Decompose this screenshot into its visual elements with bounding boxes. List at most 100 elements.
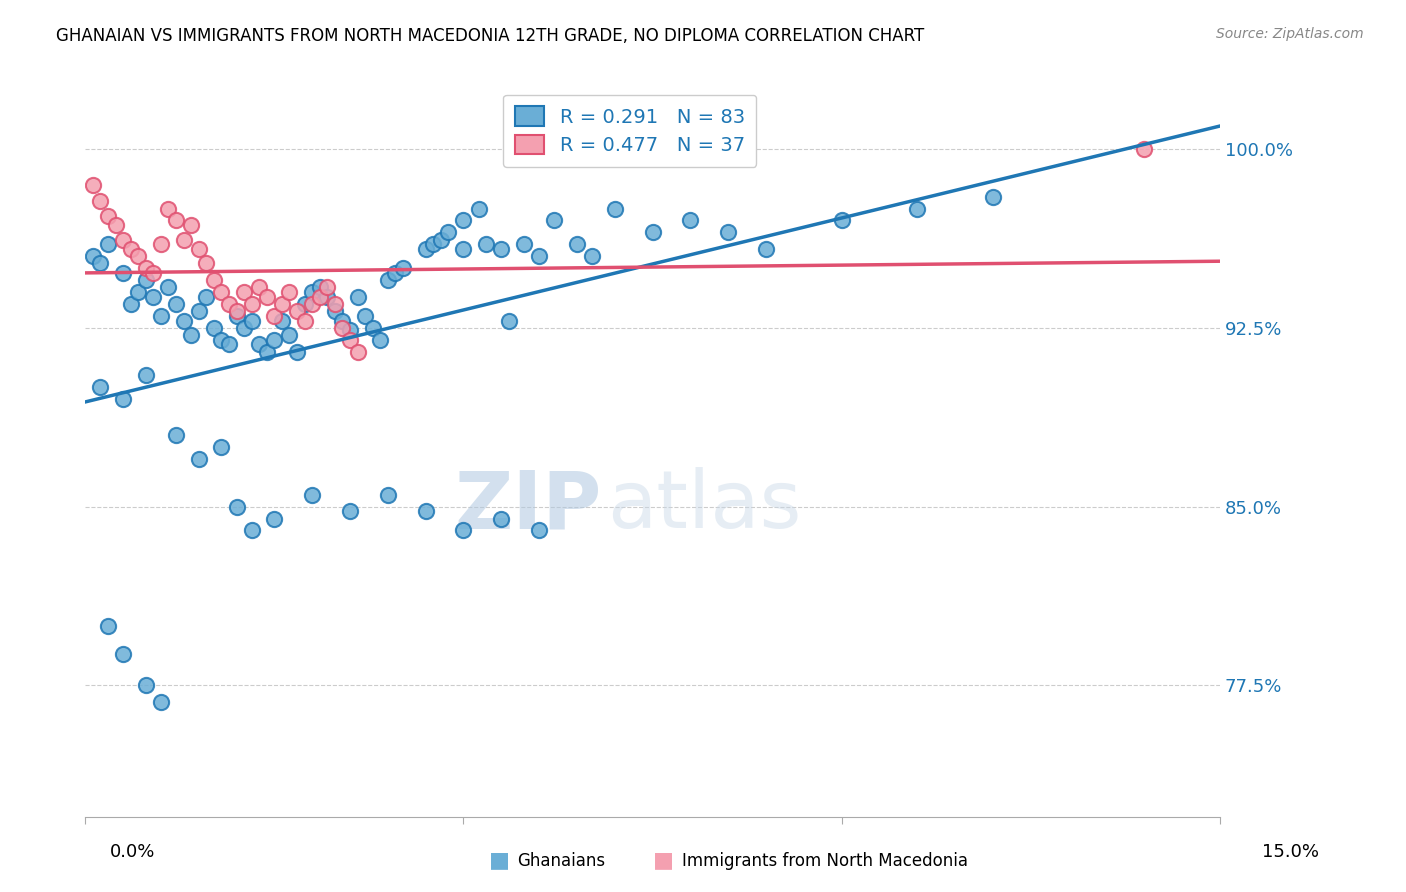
Text: Ghanaians: Ghanaians [517, 852, 606, 870]
Legend: R = 0.291   N = 83, R = 0.477   N = 37: R = 0.291 N = 83, R = 0.477 N = 37 [503, 95, 756, 167]
Point [173, 313, 195, 327]
Text: ZIP: ZIP [454, 467, 602, 545]
Point [308, 290, 330, 304]
Point [346, 344, 368, 359]
Point [717, 226, 740, 240]
Point [377, 273, 399, 287]
Point [209, 440, 232, 454]
Point [285, 304, 308, 318]
Text: ■: ■ [654, 850, 673, 870]
Point [112, 392, 135, 407]
Point [247, 337, 270, 351]
Point [513, 237, 536, 252]
Point [475, 237, 498, 252]
Point [209, 285, 232, 299]
Point [165, 297, 187, 311]
Point [339, 504, 361, 518]
Point [467, 202, 489, 216]
Point [256, 290, 278, 304]
Text: GHANAIAN VS IMMIGRANTS FROM NORTH MACEDONIA 12TH GRADE, NO DIPLOMA CORRELATION C: GHANAIAN VS IMMIGRANTS FROM NORTH MACEDO… [56, 27, 925, 45]
Point [581, 249, 603, 263]
Point [354, 309, 377, 323]
Point [256, 344, 278, 359]
Point [225, 304, 247, 318]
Point [142, 266, 165, 280]
Point [339, 333, 361, 347]
Point [187, 304, 209, 318]
Point [97, 237, 120, 252]
Point [308, 280, 330, 294]
Point [120, 297, 142, 311]
Point [165, 213, 187, 227]
Point [679, 213, 702, 227]
Point [429, 233, 451, 247]
Point [527, 524, 550, 538]
Point [323, 304, 346, 318]
Point [905, 202, 928, 216]
Point [202, 273, 225, 287]
Point [453, 242, 475, 256]
Point [104, 219, 127, 233]
Point [332, 320, 354, 334]
Point [218, 337, 240, 351]
Point [165, 428, 187, 442]
Point [301, 488, 323, 502]
Text: 0.0%: 0.0% [110, 843, 155, 861]
Point [263, 511, 285, 525]
Point [187, 451, 209, 466]
Point [368, 333, 391, 347]
Point [112, 233, 135, 247]
Point [218, 297, 240, 311]
Point [263, 309, 285, 323]
Point [202, 320, 225, 334]
Point [323, 297, 346, 311]
Point [392, 261, 415, 276]
Text: atlas: atlas [607, 467, 801, 545]
Point [240, 524, 263, 538]
Point [1133, 142, 1156, 156]
Point [149, 695, 172, 709]
Point [278, 285, 301, 299]
Point [301, 297, 323, 311]
Point [195, 256, 218, 270]
Point [831, 213, 853, 227]
Point [981, 189, 1004, 203]
Point [491, 242, 513, 256]
Point [149, 237, 172, 252]
Point [339, 323, 361, 337]
Point [377, 488, 399, 502]
Point [316, 290, 339, 304]
Point [316, 280, 339, 294]
Text: 15.0%: 15.0% [1261, 843, 1319, 861]
Text: Source: ZipAtlas.com: Source: ZipAtlas.com [1216, 27, 1364, 41]
Point [135, 678, 157, 692]
Point [565, 237, 588, 252]
Point [240, 313, 263, 327]
Point [415, 242, 437, 256]
Text: Immigrants from North Macedonia: Immigrants from North Macedonia [682, 852, 967, 870]
Point [361, 320, 384, 334]
Point [240, 297, 263, 311]
Point [437, 226, 460, 240]
Point [120, 242, 142, 256]
Point [195, 290, 218, 304]
Point [271, 313, 294, 327]
Point [233, 285, 256, 299]
Point [157, 202, 180, 216]
Point [415, 504, 437, 518]
Point [135, 261, 157, 276]
Point [755, 242, 778, 256]
Point [285, 344, 308, 359]
Point [301, 285, 323, 299]
Point [135, 368, 157, 383]
Point [89, 380, 111, 394]
Point [209, 333, 232, 347]
Point [603, 202, 626, 216]
Point [453, 524, 475, 538]
Point [453, 213, 475, 227]
Point [82, 249, 104, 263]
Point [233, 320, 256, 334]
Point [346, 290, 368, 304]
Point [135, 273, 157, 287]
Point [187, 242, 209, 256]
